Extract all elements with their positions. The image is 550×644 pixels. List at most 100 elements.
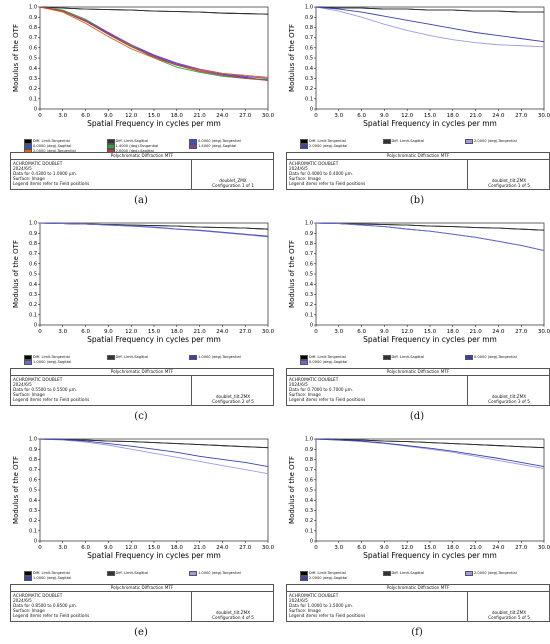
y-tick-label: 0.9 — [305, 447, 313, 453]
x-tick-label: 27.0 — [239, 113, 252, 119]
info-file-name: doublet_tilt.ZMX — [491, 610, 527, 615]
legend: Diff. Limit-Tangential Diff. Limit-Sagitt… — [24, 355, 274, 365]
plot-frame — [39, 222, 269, 326]
x-tick-label: 30.0 — [538, 113, 550, 119]
legend-label: 2.0000 (deg)-Sagittal — [309, 576, 348, 580]
legend-swatch — [106, 571, 115, 576]
y-tick-label: 0.4 — [29, 282, 37, 288]
legend-item: 2.0000 (deg)-Tangential — [465, 139, 548, 144]
x-tick-label: 30.0 — [262, 545, 275, 551]
plot-frame — [39, 438, 269, 542]
info-line: Data for 0.4300 to 1.0000 µm. — [13, 171, 77, 176]
info-file-box: doublet_ZMX Configuration 1 of 1 — [191, 159, 274, 189]
legend-swatch — [106, 144, 115, 149]
legend-item: Diff. Limit-Tangential — [300, 139, 383, 144]
info-configuration: Configuration 4 of 5 — [212, 615, 254, 620]
legend-swatch — [300, 576, 308, 581]
x-axis-label: Spatial Frequency in cycles per mm — [87, 551, 221, 560]
info-title: Polychromatic Diffraction MTF — [11, 585, 273, 592]
y-tick-label: 0.7 — [29, 467, 37, 473]
series-line-2 — [39, 6, 269, 15]
series-line-3 — [315, 6, 545, 48]
info-box: Polychromatic Diffraction MTF ACHROMATIC … — [10, 152, 274, 190]
legend-item: Diff. Limit-Tangential — [300, 355, 383, 360]
y-tick-label: 0.1 — [29, 312, 37, 318]
x-tick-label: 24.0 — [216, 329, 229, 335]
x-tick-label: 27.0 — [515, 113, 528, 119]
info-box: Polychromatic Diffraction MTF ACHROMATIC … — [10, 368, 274, 406]
mtf-plot-svg: 0 0.1 0.2 0.3 0.4 0.5 0.6 0.7 0.8 0.9 1.0 0 3.0 6.0 9.… — [288, 437, 550, 560]
legend-swatch — [300, 360, 308, 365]
legend-item: 1.4000 (deg)-Tangential — [106, 144, 190, 149]
info-line: ACHROMATIC DOUBLET — [13, 593, 63, 598]
mtf-plot-svg: 0 0.1 0.2 0.3 0.4 0.5 0.6 0.7 0.8 0.9 1.0 0 3.0 6.0 9.… — [288, 5, 550, 128]
mtf-plot-svg: 0 0.1 0.2 0.3 0.4 0.5 0.6 0.7 0.8 0.9 1.0 0 3.0 6.0 9.… — [12, 221, 275, 344]
x-tick-label: 6.0 — [81, 545, 90, 551]
y-tick-label: 0.4 — [305, 282, 313, 288]
info-configuration: Configuration 1 of 1 — [212, 183, 254, 188]
legend: Diff. Limit-Tangential Diff. Limit-Sagitt… — [300, 139, 550, 149]
legend-item: Diff. Limit-Tangential — [300, 571, 383, 576]
legend-item: Diff. Limit-Sagittal — [106, 139, 190, 144]
y-tick-label: 0.5 — [305, 56, 313, 62]
info-line: Surface: Image — [289, 608, 321, 613]
mtf-panel-6: 0 0.1 0.2 0.3 0.4 0.5 0.6 0.7 0.8 0.9 1.0 0 3.0 6.0 9.… — [282, 432, 550, 644]
legend-label: 1.0000 (deg)-Tangential — [198, 571, 241, 575]
y-tick-label: 0.7 — [29, 35, 37, 41]
legend: Diff. Limit-Tangential Diff. Limit-Sagitt… — [24, 139, 274, 154]
y-tick-label: 0.5 — [29, 56, 37, 62]
x-axis-label: Spatial Frequency in cycles per mm — [363, 335, 497, 344]
legend-swatch — [465, 355, 473, 360]
info-line: Data for 0.8500 to 0.8500 µm. — [13, 603, 77, 608]
legend-swatch — [24, 139, 32, 144]
x-tick-label: 9.0 — [104, 329, 113, 335]
legend-item: 0.0000 (deg)-Sagittal — [24, 144, 107, 149]
mtf-panel-5: 0 0.1 0.2 0.3 0.4 0.5 0.6 0.7 0.8 0.9 1.0 0 3.0 6.0 9.… — [6, 432, 276, 644]
legend-item: 0.0000 (deg)-Sagittal — [300, 360, 383, 365]
info-legend-note: Legend items refer to Field positions — [13, 181, 90, 186]
plot-frame — [315, 222, 545, 326]
info-details: ACHROMATIC DOUBLET 2024/6/5 Data for 1.000… — [289, 593, 459, 618]
info-title: Polychromatic Diffraction MTF — [287, 369, 549, 376]
legend-item: 1.4000 (deg)-Sagittal — [189, 144, 272, 149]
info-title: Polychromatic Diffraction MTF — [287, 153, 549, 160]
y-tick-label: 0.7 — [305, 35, 313, 41]
x-tick-label: 3.0 — [58, 329, 67, 335]
y-tick-label: 1.0 — [29, 437, 37, 443]
legend-label: Diff. Limit-Tangential — [33, 571, 70, 575]
legend-item: 1.0000 (deg)-Sagittal — [24, 576, 107, 581]
y-tick-label: 0.4 — [29, 66, 37, 72]
x-tick-label: 15.0 — [424, 545, 437, 551]
y-tick-label: 0 — [34, 323, 37, 329]
info-file-box: doublet_tilt.ZMX Configuration 3 of 5 — [467, 375, 550, 405]
y-tick-label: 0 — [310, 107, 313, 113]
y-tick-label: 0.5 — [29, 272, 37, 278]
x-tick-label: 6.0 — [357, 329, 366, 335]
x-tick-label: 3.0 — [58, 545, 67, 551]
legend-swatch — [106, 355, 115, 360]
x-tick-label: 21.0 — [469, 545, 482, 551]
info-line: Surface: Image — [13, 608, 45, 613]
x-tick-label: 27.0 — [239, 545, 252, 551]
info-configuration: Configuration 3 of 5 — [488, 399, 530, 404]
x-tick-label: 18.0 — [171, 545, 184, 551]
info-line: Surface: Image — [289, 392, 321, 397]
x-tick-label: 3.0 — [334, 545, 343, 551]
x-tick-label: 9.0 — [104, 113, 113, 119]
x-tick-label: 21.0 — [193, 329, 206, 335]
y-tick-label: 0.3 — [29, 292, 37, 298]
y-axis-label: Modulus of the OTF — [288, 456, 296, 524]
legend-swatch — [106, 139, 115, 144]
x-tick-label: 24.0 — [492, 329, 505, 335]
legend-item: 1.0000 (deg)-Sagittal — [24, 360, 107, 365]
legend-label: Diff. Limit-Tangential — [33, 139, 70, 143]
x-tick-label: 9.0 — [380, 329, 389, 335]
info-configuration: Configuration 2 of 5 — [212, 399, 254, 404]
y-tick-label: 1.0 — [29, 221, 37, 227]
x-tick-label: 6.0 — [81, 113, 90, 119]
legend-label: 2.0000 (deg)-Tangential — [474, 571, 517, 575]
x-tick-label: 9.0 — [104, 545, 113, 551]
series-line-2 — [39, 438, 269, 449]
legend-swatch — [189, 355, 197, 360]
legend-label: 2.0000 (deg)-Sagittal — [115, 149, 154, 153]
